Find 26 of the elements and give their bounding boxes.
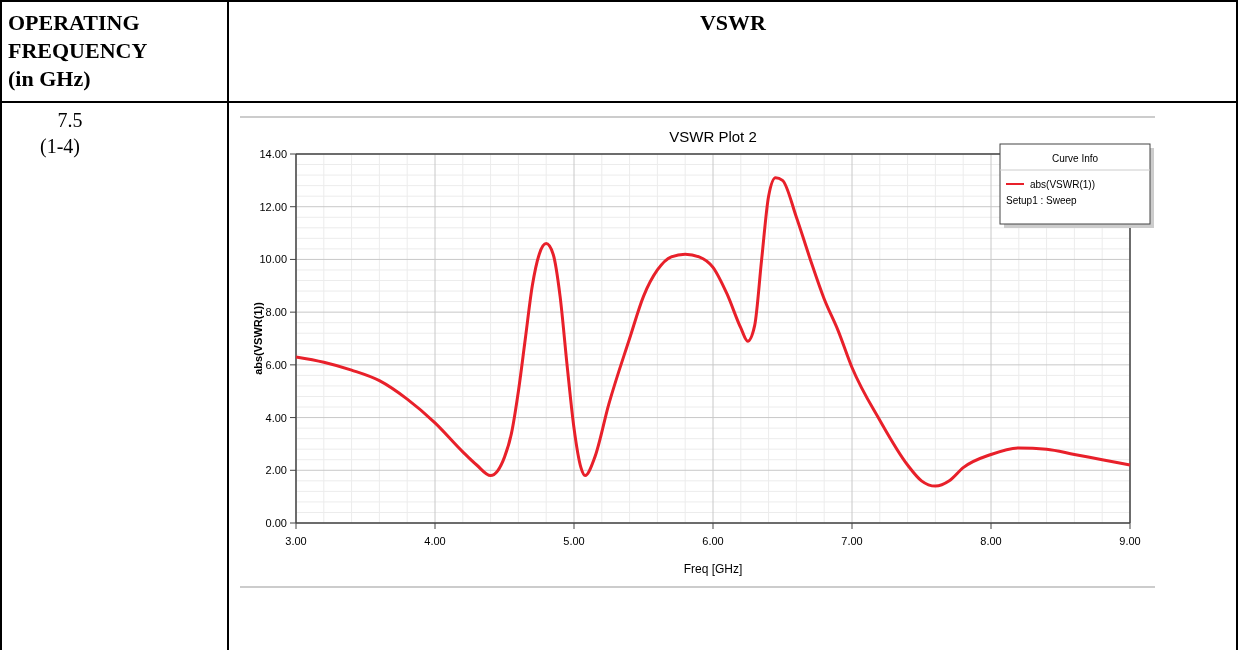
annotation: Setup1 : Sweep	[1006, 195, 1078, 206]
x-axis-title: Freq [GHz]	[683, 562, 743, 576]
legend-title: Curve Info	[1051, 153, 1099, 164]
y-tick-label: 14.00	[259, 148, 287, 160]
chart-title: VSWR Plot 2	[669, 128, 757, 145]
text: OPERATING FREQUENCY (in GHz)	[8, 10, 148, 91]
y-tick-label: 12.00	[259, 200, 287, 213]
x-tick-label: 9.00	[1119, 535, 1141, 547]
legend-label: abs(VSWR(1))	[1030, 179, 1096, 190]
text: (1-4)	[40, 135, 80, 158]
text: 7.5	[57, 109, 83, 131]
y-tick-label: 6.00	[265, 358, 287, 371]
x-tick-label: 3.00	[285, 535, 307, 547]
line-series	[294, 176, 1132, 488]
x-tick-label: 5.00	[563, 535, 585, 547]
x-tick-label: 6.00	[702, 535, 724, 547]
y-tick-label: 8.00	[265, 306, 287, 319]
y-tick-label: 2.00	[265, 464, 287, 477]
x-tick-label: 7.00	[841, 535, 863, 547]
x-tick-label: 4.00	[424, 535, 446, 547]
y-tick-label: 4.00	[265, 411, 287, 424]
text: VSWR	[699, 10, 768, 35]
y-tick-label: 0.00	[265, 517, 287, 529]
y-tick-label: 10.00	[259, 253, 287, 266]
x-tick-label: 8.00	[980, 535, 1002, 547]
y-axis-title: abs(VSWR(1))	[252, 301, 264, 375]
